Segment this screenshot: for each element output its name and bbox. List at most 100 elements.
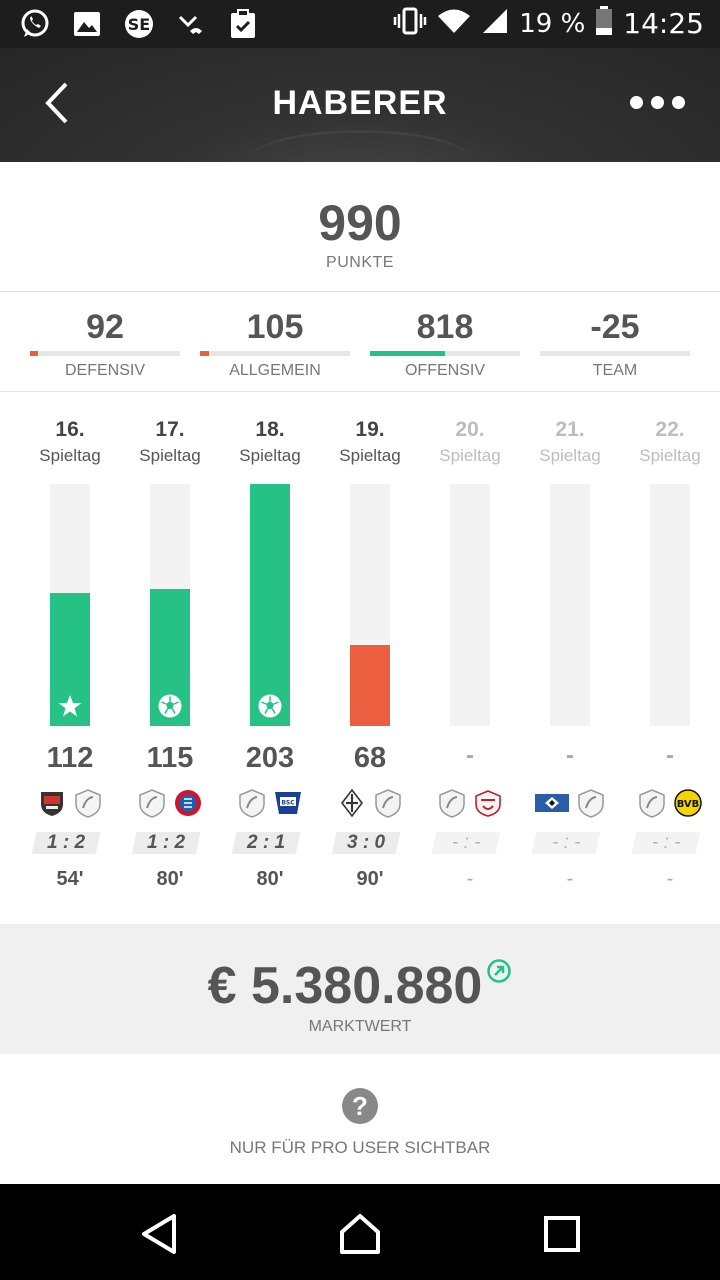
soccer-ball-icon: [258, 694, 282, 718]
points-label: PUNKTE: [326, 254, 394, 271]
freiburg-logo: [239, 789, 265, 818]
matchday-teams: BVB: [620, 788, 720, 822]
battery-icon: [595, 6, 613, 41]
matchday-minutes: 54': [56, 868, 84, 890]
matchday-score: - : -: [531, 832, 601, 854]
category-offensiv: 818 OFFENSIV: [370, 308, 520, 380]
matchday-points-bar: [150, 484, 190, 726]
pro-label: NUR FÜR PRO USER SICHTBAR: [229, 1138, 491, 1157]
category-value: -25: [590, 308, 640, 346]
signal-icon: [481, 7, 509, 40]
points-value: 990: [318, 195, 402, 251]
more-dot: [651, 95, 664, 109]
missed-call-icon: [174, 8, 208, 40]
matchday-number: 17.: [155, 418, 185, 441]
matchday-teams: [20, 788, 120, 822]
matchday-score: 1 : 2: [131, 832, 201, 854]
matchday-minutes: -: [566, 868, 574, 890]
matchday-minutes: 80': [156, 868, 184, 890]
matchday-label: Spieltag: [239, 446, 301, 465]
matchday-label: Spieltag: [39, 446, 101, 465]
gallery-icon: [70, 8, 104, 40]
matchday-column[interactable]: 16. Spieltag 112 1 : 2 54': [20, 392, 120, 890]
matchday-points-bar-fill: [150, 589, 190, 726]
matchday-score-text: 3 : 0: [346, 832, 386, 853]
freiburg-logo: [439, 789, 465, 818]
more-dots-icon: [630, 95, 643, 109]
matchday-column[interactable]: 22. Spieltag - BVB - : - -: [620, 392, 720, 890]
vibrate-icon: [393, 7, 427, 40]
matchday-score-text: 1 : 2: [146, 832, 186, 853]
matchday-points-bar: [650, 484, 690, 726]
matchday-number: 16.: [55, 418, 85, 441]
koeln-logo: [475, 790, 501, 817]
question-icon[interactable]: ?: [342, 1088, 378, 1124]
matchday-label: Spieltag: [339, 446, 401, 465]
pro-section[interactable]: ? NUR FÜR PRO USER SICHTBAR: [0, 1054, 720, 1184]
matchday-score: 2 : 1: [231, 832, 301, 854]
matchday-points-bar: [350, 484, 390, 726]
nav-back-button[interactable]: [138, 1212, 182, 1256]
svg-text:SE: SE: [128, 15, 150, 34]
matchday-points: -: [666, 742, 674, 769]
category-bar-fill: [370, 351, 445, 356]
category-value: 105: [246, 308, 304, 346]
clipboard-check-icon: [226, 8, 260, 40]
category-bar-fill: [30, 351, 38, 356]
matchday-points: -: [566, 742, 574, 769]
clock: 14:25: [623, 7, 704, 40]
matchday-column[interactable]: 17. Spieltag 115 1 : 2 80': [120, 392, 220, 890]
matchday-column[interactable]: 18. Spieltag 203 BSC 2 : 1 80': [220, 392, 320, 890]
chevron-left-icon: [45, 82, 68, 124]
matchday-points-bar: [550, 484, 590, 726]
nav-home-button[interactable]: [338, 1212, 382, 1256]
app-se-icon: SE: [122, 8, 156, 40]
matchday-points: 112: [46, 742, 94, 774]
freiburg-logo: [578, 789, 604, 818]
matchday-minutes: -: [666, 868, 674, 890]
page-title: HABERER: [272, 84, 448, 122]
square-recents-icon: [544, 1216, 580, 1252]
more-menu-button[interactable]: [630, 90, 686, 114]
matchday-points-bar-fill: [250, 484, 290, 726]
matchday-teams: [120, 788, 220, 822]
dortmund-logo: BVB: [674, 789, 702, 817]
back-button[interactable]: [34, 78, 84, 128]
star-icon: [58, 695, 82, 717]
category-label: DEFENSIV: [64, 362, 145, 379]
matchday-column[interactable]: 20. Spieltag - - : - -: [420, 392, 520, 890]
hertha-logo: BSC: [275, 792, 301, 814]
category-label: TEAM: [592, 362, 638, 379]
matchday-column[interactable]: 19. Spieltag 68 3 : 0 90': [320, 392, 420, 890]
matchday-score: 1 : 2: [31, 832, 101, 854]
status-bar: SE 19 % 14:25: [0, 0, 720, 48]
points-summary: 990 PUNKTE: [0, 162, 720, 292]
matchday-points: 115: [146, 742, 194, 774]
category-bar: [30, 351, 180, 356]
nav-recents-button[interactable]: [540, 1212, 584, 1256]
market-value-label: MARKTWERT: [308, 1018, 412, 1035]
wifi-icon: [437, 7, 471, 40]
matchday-column[interactable]: 21. Spieltag - - : - -: [520, 392, 620, 890]
matchday-number: 18.: [255, 418, 285, 441]
matchday-number: 22.: [655, 418, 685, 441]
category-team: -25 TEAM: [540, 308, 690, 380]
matchday-points-bar-fill: [350, 645, 390, 726]
svg-text:BVB: BVB: [677, 799, 700, 810]
home-icon: [340, 1214, 380, 1254]
matchday-score-text: 1 : 2: [46, 832, 86, 853]
category-breakdown: 92 DEFENSIV 105 ALLGEMEIN 818 OFFENSIV -…: [0, 292, 720, 392]
category-bar-fill: [200, 351, 209, 356]
matchday-teams: [520, 788, 620, 822]
matchday-points-bar: [250, 484, 290, 726]
app-header: HABERER: [0, 48, 720, 162]
matchday-minutes: 80': [256, 868, 284, 890]
matchday-label: Spieltag: [139, 446, 201, 465]
matchday-number: 20.: [455, 418, 485, 441]
category-value: 92: [86, 308, 124, 346]
category-allgemein: 105 ALLGEMEIN: [200, 308, 350, 380]
more-dot: [672, 95, 685, 109]
category-defensiv: 92 DEFENSIV: [30, 308, 180, 380]
category-label: ALLGEMEIN: [229, 362, 321, 379]
matchday-list: 16. Spieltag 112 1 : 2 54' 17. Spieltag 115 1 : …: [0, 392, 720, 924]
